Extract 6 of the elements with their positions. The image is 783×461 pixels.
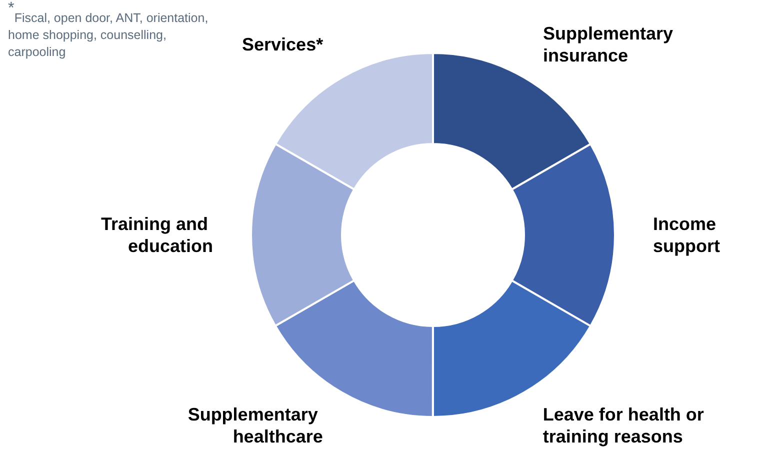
- slice-label: Training and education: [100, 214, 213, 256]
- slice-label: Leave for health or training reasons: [542, 404, 709, 447]
- slice-label: Services*: [242, 34, 324, 54]
- slice-label: Income support: [653, 214, 722, 256]
- slice-label: Supplementary insurance: [543, 23, 678, 66]
- slice-label: Supplementary healthcare: [188, 404, 323, 446]
